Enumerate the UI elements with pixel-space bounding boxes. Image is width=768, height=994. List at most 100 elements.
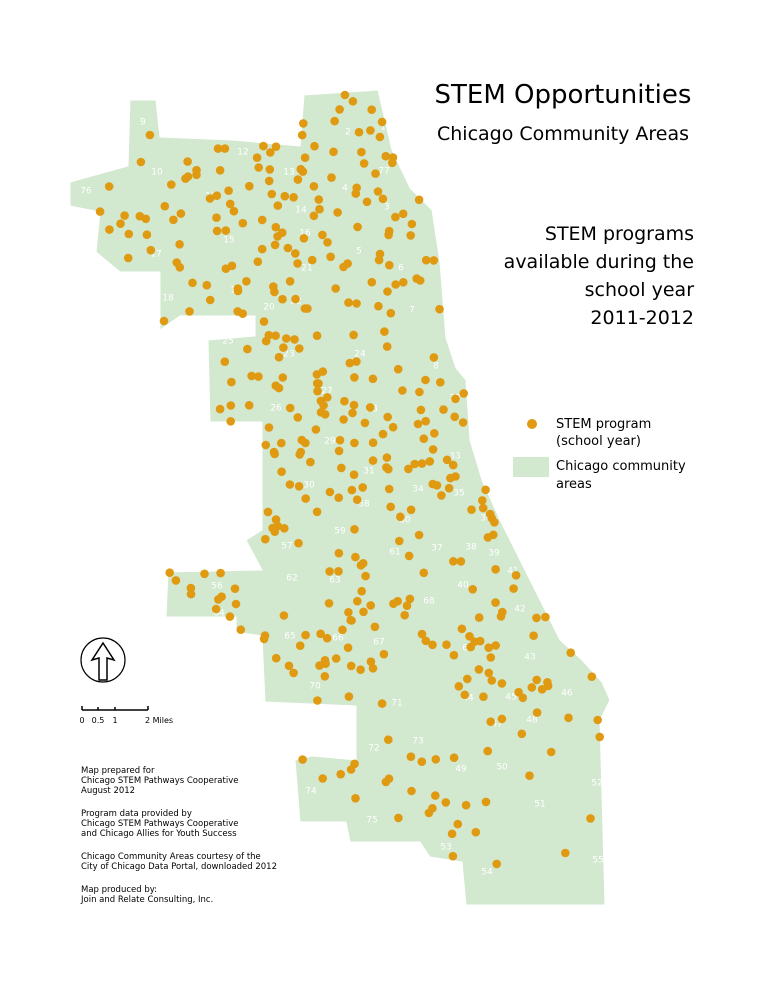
program-dot [323,238,332,247]
area-label: 72 [368,744,379,754]
area-label: 24 [354,350,366,360]
area-label: 18 [162,294,174,304]
program-dot [231,599,241,609]
program-dot [252,153,262,162]
program-dot [498,607,507,617]
program-dot [270,449,280,459]
program-dot [289,193,298,202]
program-dot [367,277,377,287]
program-dot [421,255,431,265]
program-dot [478,496,487,505]
program-dot [290,335,299,344]
program-dot [347,616,356,625]
program-dot [225,612,235,621]
program-dot [244,401,254,410]
program-dot [525,771,534,780]
area-label: 49 [455,765,467,775]
program-dot [338,625,347,635]
program-dot [283,243,293,253]
area-label: 30 [303,481,315,491]
program-dot [384,230,393,240]
program-dot [280,524,289,533]
program-dot [312,331,322,341]
program-dot [334,446,344,456]
program-dot [467,505,476,514]
program-dot [340,396,349,406]
program-dot [402,601,412,610]
program-dot [481,797,491,807]
program-dot [444,483,454,493]
program-dot [245,181,254,191]
program-dot [221,226,231,235]
program-dot [404,551,414,561]
program-dot [213,144,223,153]
program-dot [172,258,181,267]
program-dot [359,159,369,168]
program-dot [333,208,342,217]
area-label: 45 [505,693,516,703]
scale-label: 2 Miles [145,716,173,725]
program-dot [323,393,332,402]
area-label: 51 [534,800,545,810]
program-dot [325,567,334,576]
program-dot [377,699,387,708]
program-dot [295,641,305,650]
program-dot [374,301,383,311]
program-dot [381,777,391,787]
program-dot [527,683,537,692]
program-dot [384,464,393,474]
program-dot [368,374,378,384]
program-dot [457,624,467,634]
program-dot [277,438,286,448]
program-dot [349,470,359,480]
program-dot [259,317,269,326]
program-dot [354,127,364,137]
program-dot [595,732,604,742]
program-dot [347,485,357,495]
program-dot [263,507,273,517]
area-label: 34 [412,485,424,495]
program-dot [306,457,315,467]
program-dot [366,657,376,666]
program-dot [293,259,302,268]
program-dot [314,195,324,204]
program-dot [301,494,311,503]
program-dot [282,334,291,343]
program-dot [564,713,573,723]
area-label: 14 [295,206,307,216]
program-dot [145,130,155,140]
program-dot [351,794,360,803]
program-dot [238,309,247,319]
scale-bar: 0 0.5 1 2 Miles [79,706,173,725]
program-dot [313,696,322,705]
program-dot [316,408,326,417]
area-label: 15 [223,236,234,246]
program-dot [271,381,281,391]
program-dot [537,685,547,694]
program-dot [247,371,256,381]
area-label: 47 [491,720,502,730]
program-dot [224,186,233,195]
program-dot [295,344,304,353]
program-dot [436,378,445,387]
legend-label: STEM program [556,417,651,432]
area-label: 42 [514,605,525,615]
area-label: 67 [373,638,384,648]
program-dot [353,596,362,606]
program-dot [227,261,237,271]
area-label: 73 [412,737,423,747]
program-dot [351,189,361,198]
area-label: 58 [358,500,370,510]
north-arrow [80,637,126,683]
program-dot [399,278,408,287]
program-dot [541,612,550,622]
program-dot [230,584,240,593]
program-dot [460,690,470,700]
program-dot [450,412,460,422]
program-dot [301,438,310,448]
program-dot [451,394,460,404]
program-dot [448,460,458,470]
program-dot [200,569,209,579]
program-dot [375,132,385,142]
program-dot [373,187,383,196]
